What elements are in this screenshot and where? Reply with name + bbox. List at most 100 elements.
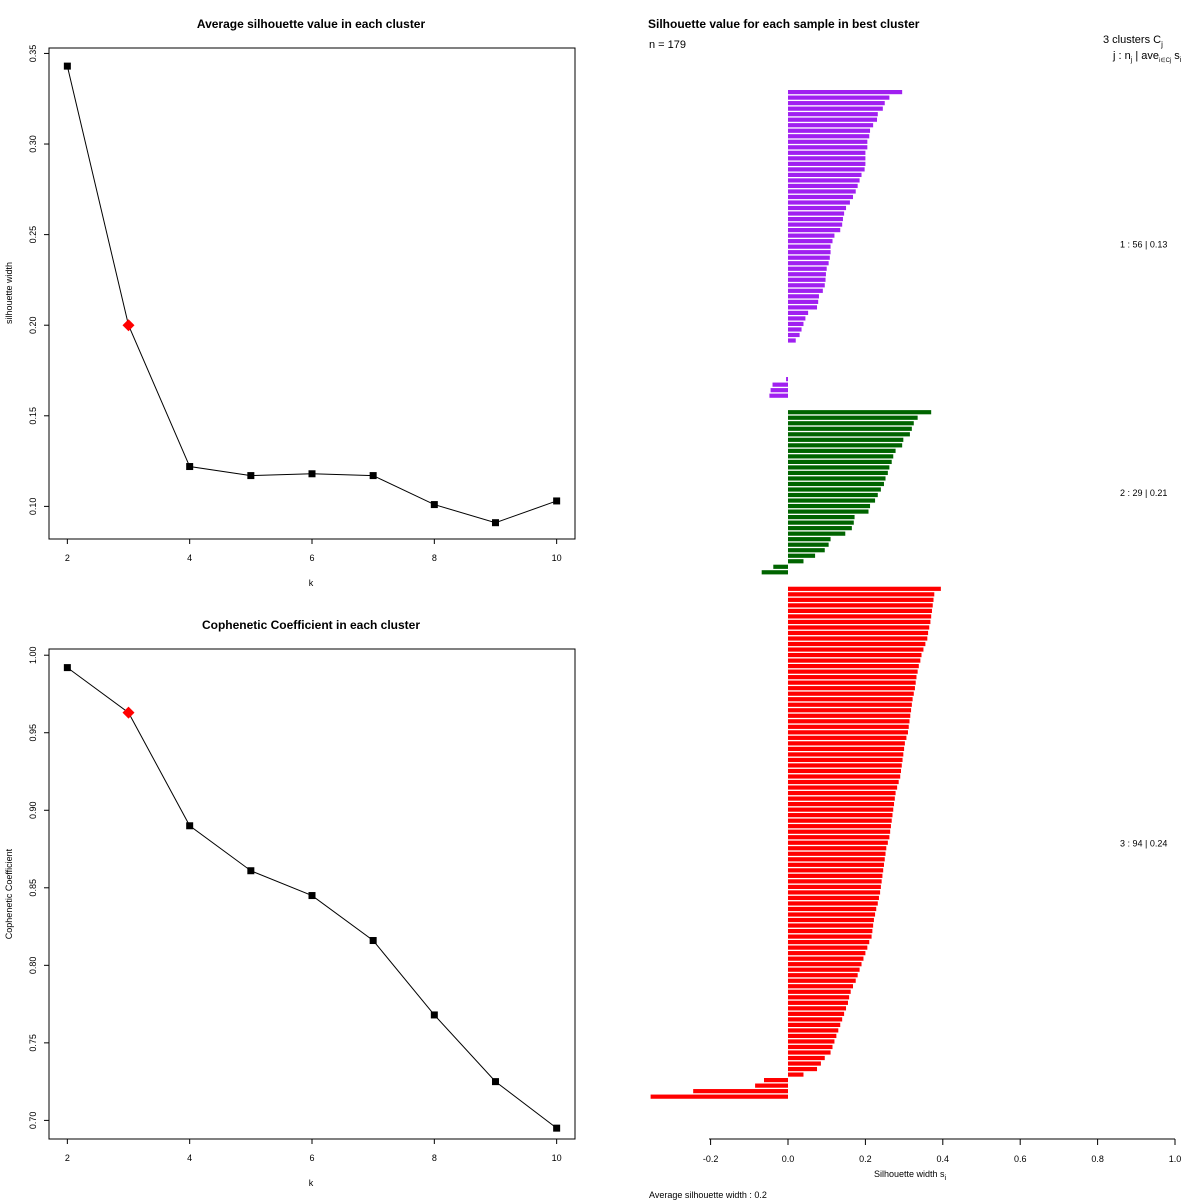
cluster-3-bar [788, 940, 870, 945]
bar-x-tick-label: 0.8 [1091, 1154, 1104, 1164]
cluster-3-bar [788, 741, 905, 746]
p1-data-point [553, 497, 561, 505]
cluster-2-bar [788, 443, 903, 448]
cluster-3-bar [764, 1078, 788, 1083]
cluster-3-bar [788, 680, 916, 685]
cluster-3-bar [788, 912, 876, 917]
silhouette-y-label: silhouette width [4, 262, 14, 324]
cluster-3-bar [788, 906, 877, 912]
cluster-3-bar [788, 851, 886, 856]
cluster-3-bar [788, 619, 931, 625]
cluster-3-bar [788, 697, 913, 702]
cluster-3-bar [788, 967, 860, 972]
cluster-2-bar [788, 503, 871, 509]
cluster-2-bar [788, 515, 855, 520]
p2-x-tick-label: 2 [65, 1153, 70, 1163]
cluster-1-bar [788, 222, 843, 227]
cluster-3-bar [788, 686, 915, 691]
bar-x-tick-label: 0.2 [859, 1154, 872, 1164]
cluster-2-bar [788, 559, 804, 564]
cluster-1-bar [788, 95, 890, 100]
cluster-1-bar [788, 261, 829, 266]
cluster-3-bar [788, 1022, 841, 1027]
cluster-1-bar [788, 101, 885, 106]
cluster-3-bar [788, 730, 908, 735]
cluster-3-bar [788, 713, 911, 718]
cluster-3-bar [788, 586, 941, 591]
p1-series-line [66, 66, 557, 524]
cluster-3-bar [788, 1006, 847, 1011]
cophenetic-series [63, 664, 561, 1132]
cluster-3-bar [788, 862, 884, 867]
cluster-1-bar [788, 233, 835, 238]
p1-y-tick-label: 0.30 [28, 135, 38, 153]
cluster-1-bar [788, 156, 866, 161]
cophenetic-line-chart: Cophenetic Coefficient in each cluster k… [4, 618, 576, 1188]
cluster-1-bar [770, 388, 788, 393]
bar-x-label: Silhouette width si [874, 1169, 947, 1182]
p2-y-tick-label: 0.85 [28, 879, 38, 897]
cluster-1-bar [788, 332, 800, 338]
cluster-2-bar [788, 548, 825, 553]
cluster-3-bar [788, 702, 912, 707]
cluster-3-bar [788, 763, 902, 768]
cophenetic-x-label: k [309, 1178, 314, 1188]
cluster-3-bar [788, 724, 909, 729]
cluster-3-bar [788, 857, 885, 862]
cluster-3-bar [788, 868, 884, 873]
p2-y-tick-label: 1.00 [28, 646, 38, 664]
silhouette-series [63, 62, 561, 527]
cluster-1-bar [788, 139, 868, 144]
cluster-3-bar [788, 1072, 804, 1077]
p1-y-tick-label: 0.25 [28, 226, 38, 244]
cluster-3-bar [788, 796, 895, 801]
cluster-3-bar [788, 945, 868, 950]
cluster-3-bar [788, 818, 892, 823]
cluster-1-bar [788, 228, 841, 233]
cluster-2-bar [788, 415, 918, 420]
cluster-2-bar [788, 437, 904, 442]
cluster-3-bar [788, 951, 866, 956]
cluster-2-bar [788, 542, 829, 547]
cluster-1-bar [788, 216, 843, 222]
cluster-3-bar [788, 614, 932, 619]
cluster-3-bar [755, 1083, 788, 1088]
cluster-1-bar [788, 172, 862, 177]
cluster-1-bar [788, 112, 878, 117]
cluster-3-bar [788, 790, 896, 796]
cluster-3-bar [788, 1028, 839, 1033]
silhouette-chart-title: Average silhouette value in each cluster [197, 17, 426, 31]
p2-x-tick-label: 6 [309, 1153, 314, 1163]
cluster-1-bar [788, 310, 809, 315]
cluster-3-bar [788, 1039, 835, 1044]
bar-x-tick-label: -0.2 [703, 1154, 719, 1164]
p2-x-tick-label: 4 [187, 1153, 192, 1163]
silhouette-bar-chart: Silhouette value for each sample in best… [648, 17, 1182, 1200]
cluster-3-bar [788, 1066, 818, 1072]
p1-x-tick-label: 4 [187, 553, 192, 563]
legend-header-tail: s [1171, 50, 1180, 62]
legend-header-sub2: i∈Cj [1159, 57, 1171, 64]
cluster-3-bar [788, 1050, 831, 1055]
cluster-3-bar [788, 901, 878, 906]
cluster-3-label: 3 : 94 | 0.24 [1120, 838, 1167, 848]
cluster-3-bar [788, 995, 850, 1000]
p2-data-point [247, 867, 255, 875]
cluster-1-label: 1 : 56 | 0.13 [1120, 240, 1167, 250]
p2-x-tick-label: 8 [432, 1153, 437, 1163]
cluster-1-bar [788, 288, 823, 293]
cluster-3-bar [788, 708, 912, 713]
cluster-2-bar [788, 553, 816, 558]
p2-y-tick-label: 0.90 [28, 802, 38, 820]
cluster-3-bar [788, 1033, 837, 1039]
cluster-2-bar [788, 454, 894, 459]
cluster-3-bar [788, 735, 907, 740]
cluster-3-bar [650, 1094, 788, 1099]
legend-header-text: j : n [1112, 50, 1131, 62]
cluster-1-bar [788, 167, 865, 172]
cluster-3-bar [788, 752, 904, 757]
cluster-1-bar [788, 316, 806, 321]
cluster-2-bar [788, 410, 932, 415]
cluster-3-bar [788, 675, 917, 680]
cluster-1-bar [788, 266, 827, 271]
